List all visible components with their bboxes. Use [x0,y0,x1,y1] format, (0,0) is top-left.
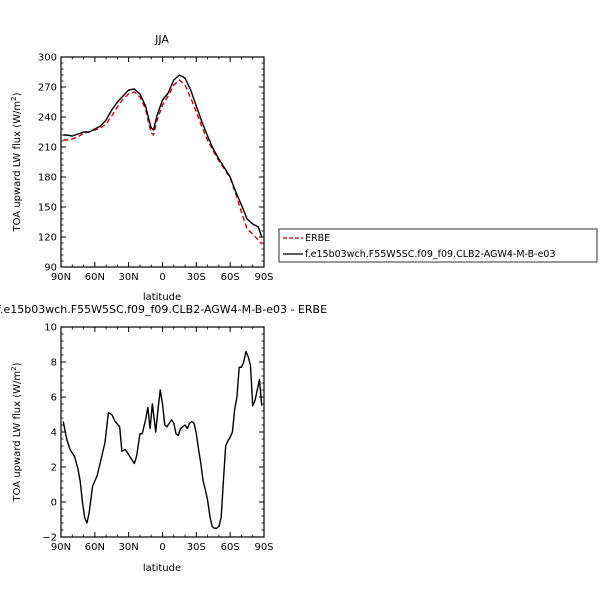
x-tick-label: 0 [159,542,165,553]
x-tick-label: 60N [85,542,105,553]
x-tick-label: 30N [119,272,139,283]
y-tick-label: 10 [44,323,57,334]
x-tick-label: 90N [51,272,71,283]
x-tick-label: 30N [119,542,139,553]
y-tick-label: 90 [44,263,57,274]
y-label-close: ) [12,92,23,96]
lower-chart-x-axis-label: latitude [143,563,181,574]
y-tick-label: 150 [38,203,57,214]
y-tick-label: 0 [51,498,57,509]
legend-label-model: f.e15b03wch.F55W5SC.f09_f09.CLB2-AGW4-M-… [305,249,556,260]
lower-chart: f.e15b03wch.F55W5SC.f09_f09.CLB2-AGW4-M-… [0,303,327,574]
y-tick-label: 4 [51,428,57,439]
y-tick-label: 2 [51,463,57,474]
y-tick-label: 300 [38,53,57,64]
x-tick-label: 60S [221,542,240,553]
x-tick-label: 0 [159,272,165,283]
y-tick-label: 180 [38,173,57,184]
y-tick-label: −2 [42,533,57,544]
series-line-difference [62,350,263,529]
legend-box [278,228,598,263]
y-tick-label: 240 [38,113,57,124]
lower-chart-frame [60,326,265,538]
x-tick-label: 60S [221,272,240,283]
lower-chart-y-axis-label: TOA upward LW flux (W/m2) [10,362,23,502]
series-line-erbe [63,79,263,245]
y-label-close: ) [12,362,23,366]
x-tick-label: 30S [187,272,206,283]
series-line-model [63,74,263,238]
upper-chart-title: JJA [154,33,169,46]
upper-chart: JJA 90N 60N 30N 0 30S 60S 90S 90 120 150 180 210 240… [10,33,274,303]
upper-chart-series [63,74,263,245]
lower-chart-series [62,350,263,529]
upper-chart-legend: ERBE f.e15b03wch.F55W5SC.f09_f09.CLB2-AG… [278,228,598,263]
x-tick-label: 90N [51,542,71,553]
legend-label-erbe: ERBE [305,233,330,244]
x-tick-label: 90S [254,542,273,553]
upper-chart-x-axis-label: latitude [143,292,181,303]
y-label-superscript: 2 [10,96,18,100]
y-tick-label: 210 [38,143,57,154]
upper-chart-frame [60,56,265,268]
y-tick-label: 120 [38,233,57,244]
x-tick-label: 60N [85,272,105,283]
lower-chart-title: f.e15b03wch.F55W5SC.f09_f09.CLB2-AGW4-M-… [0,303,327,316]
lower-chart-axes: 90N 60N 30N 0 30S 60S 90S −2 0 2 4 6 8 10 [42,323,273,554]
y-label-main: TOA upward LW flux (W/m [12,101,23,233]
upper-chart-y-axis-label: TOA upward LW flux (W/m2) [10,92,23,232]
y-label-superscript: 2 [10,366,18,370]
y-tick-label: 6 [51,393,57,404]
x-tick-label: 30S [187,542,206,553]
y-label-main: TOA upward LW flux (W/m [12,371,23,503]
upper-chart-axes: 90N 60N 30N 0 30S 60S 90S 90 120 150 180 210 240 270 3… [38,53,274,284]
x-tick-label: 90S [254,272,273,283]
y-tick-label: 8 [51,358,57,369]
y-tick-label: 270 [38,83,57,94]
